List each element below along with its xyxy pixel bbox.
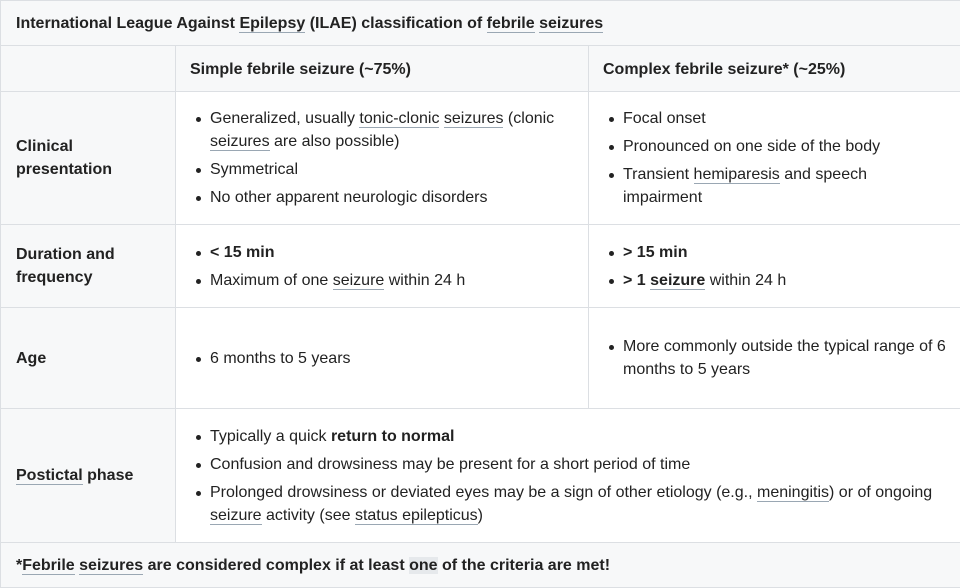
list-item: Pronounced on one side of the body [603, 135, 946, 158]
row-postictal-phase: Postictal phase Typically a quick return… [0, 408, 960, 543]
link-hemiparesis[interactable]: hemiparesis [693, 166, 780, 184]
list-item: Transient hemiparesis and speech impairm… [603, 163, 946, 209]
link-epilepsy[interactable]: Epilepsy [239, 14, 306, 33]
cell-clinical-complex: Focal onset Pronounced on one side of th… [587, 91, 960, 225]
row-duration-frequency: Duration and frequency < 15 min Maximum … [0, 224, 960, 308]
header-complex: Complex febrile seizure* (~25%) [587, 45, 960, 92]
link-febrile[interactable]: Febrile [22, 556, 75, 575]
link-meningitis[interactable]: meningitis [756, 483, 830, 502]
footnote-row: *Febrile seizures are considered complex… [0, 542, 960, 588]
list-item: Generalized, usually tonic-clonic seizur… [190, 107, 574, 153]
list-item: > 1 seizure within 24 h [603, 269, 946, 292]
link-seizures[interactable]: seizures [539, 14, 604, 33]
link-seizure[interactable]: seizure [332, 271, 385, 290]
row-label-duration: Duration and frequency [0, 224, 176, 308]
table-title-row: International League Against Epilepsy (I… [0, 0, 960, 46]
bullet-list: Typically a quick return to normal Confu… [190, 425, 946, 527]
link-seizure[interactable]: seizure [210, 506, 262, 525]
list-item: Maximum of one seizure within 24 h [190, 269, 574, 292]
list-item: More commonly outside the typical range … [603, 335, 946, 381]
link-seizures[interactable]: seizures [443, 110, 504, 128]
link-tonic-clonic[interactable]: tonic-clonic [359, 110, 440, 128]
cell-duration-simple: < 15 min Maximum of one seizure within 2… [175, 224, 589, 308]
link-seizures[interactable]: seizures [210, 133, 270, 151]
link-seizures[interactable]: seizures [79, 556, 144, 575]
table-title: International League Against Epilepsy (I… [0, 0, 960, 46]
list-item: < 15 min [190, 241, 574, 264]
cell-age-simple: 6 months to 5 years [175, 307, 589, 409]
bullet-list: 6 months to 5 years [190, 347, 574, 370]
header-empty-cell [0, 45, 176, 92]
cell-duration-complex: > 15 min > 1 seizure within 24 h [587, 224, 960, 308]
list-item: 6 months to 5 years [190, 347, 574, 370]
cell-age-complex: More commonly outside the typical range … [587, 307, 960, 409]
list-item: Focal onset [603, 107, 946, 130]
list-item: Typically a quick return to normal [190, 425, 946, 448]
highlighted-word: one [409, 556, 438, 574]
list-item: Confusion and drowsiness may be present … [190, 453, 946, 476]
row-label-postictal: Postictal phase [0, 408, 176, 543]
row-label-age: Age [0, 307, 176, 409]
list-item: No other apparent neurologic disorders [190, 186, 574, 209]
column-header-row: Simple febrile seizure (~75%) Complex fe… [0, 45, 960, 92]
link-seizure[interactable]: seizure [650, 271, 706, 290]
bullet-list: < 15 min Maximum of one seizure within 2… [190, 241, 574, 292]
header-simple: Simple febrile seizure (~75%) [175, 45, 589, 92]
bullet-list: Generalized, usually tonic-clonic seizur… [190, 107, 574, 209]
bullet-list: > 15 min > 1 seizure within 24 h [603, 241, 946, 292]
bullet-list: Focal onset Pronounced on one side of th… [603, 107, 946, 209]
row-age: Age 6 months to 5 years More commonly ou… [0, 307, 960, 409]
link-postictal[interactable]: Postictal [16, 467, 83, 485]
link-febrile[interactable]: febrile [486, 14, 535, 33]
link-status-epilepticus[interactable]: status epilepticus [354, 506, 478, 525]
list-item: Symmetrical [190, 158, 574, 181]
cell-postictal: Typically a quick return to normal Confu… [174, 408, 960, 543]
bullet-list: More commonly outside the typical range … [603, 335, 946, 381]
list-item: Prolonged drowsiness or deviated eyes ma… [190, 481, 946, 527]
row-clinical-presentation: Clinical presentation Generalized, usual… [0, 91, 960, 225]
cell-clinical-simple: Generalized, usually tonic-clonic seizur… [175, 91, 589, 225]
footnote: *Febrile seizures are considered complex… [0, 542, 960, 588]
list-item: > 15 min [603, 241, 946, 264]
row-label-clinical: Clinical presentation [0, 91, 176, 225]
